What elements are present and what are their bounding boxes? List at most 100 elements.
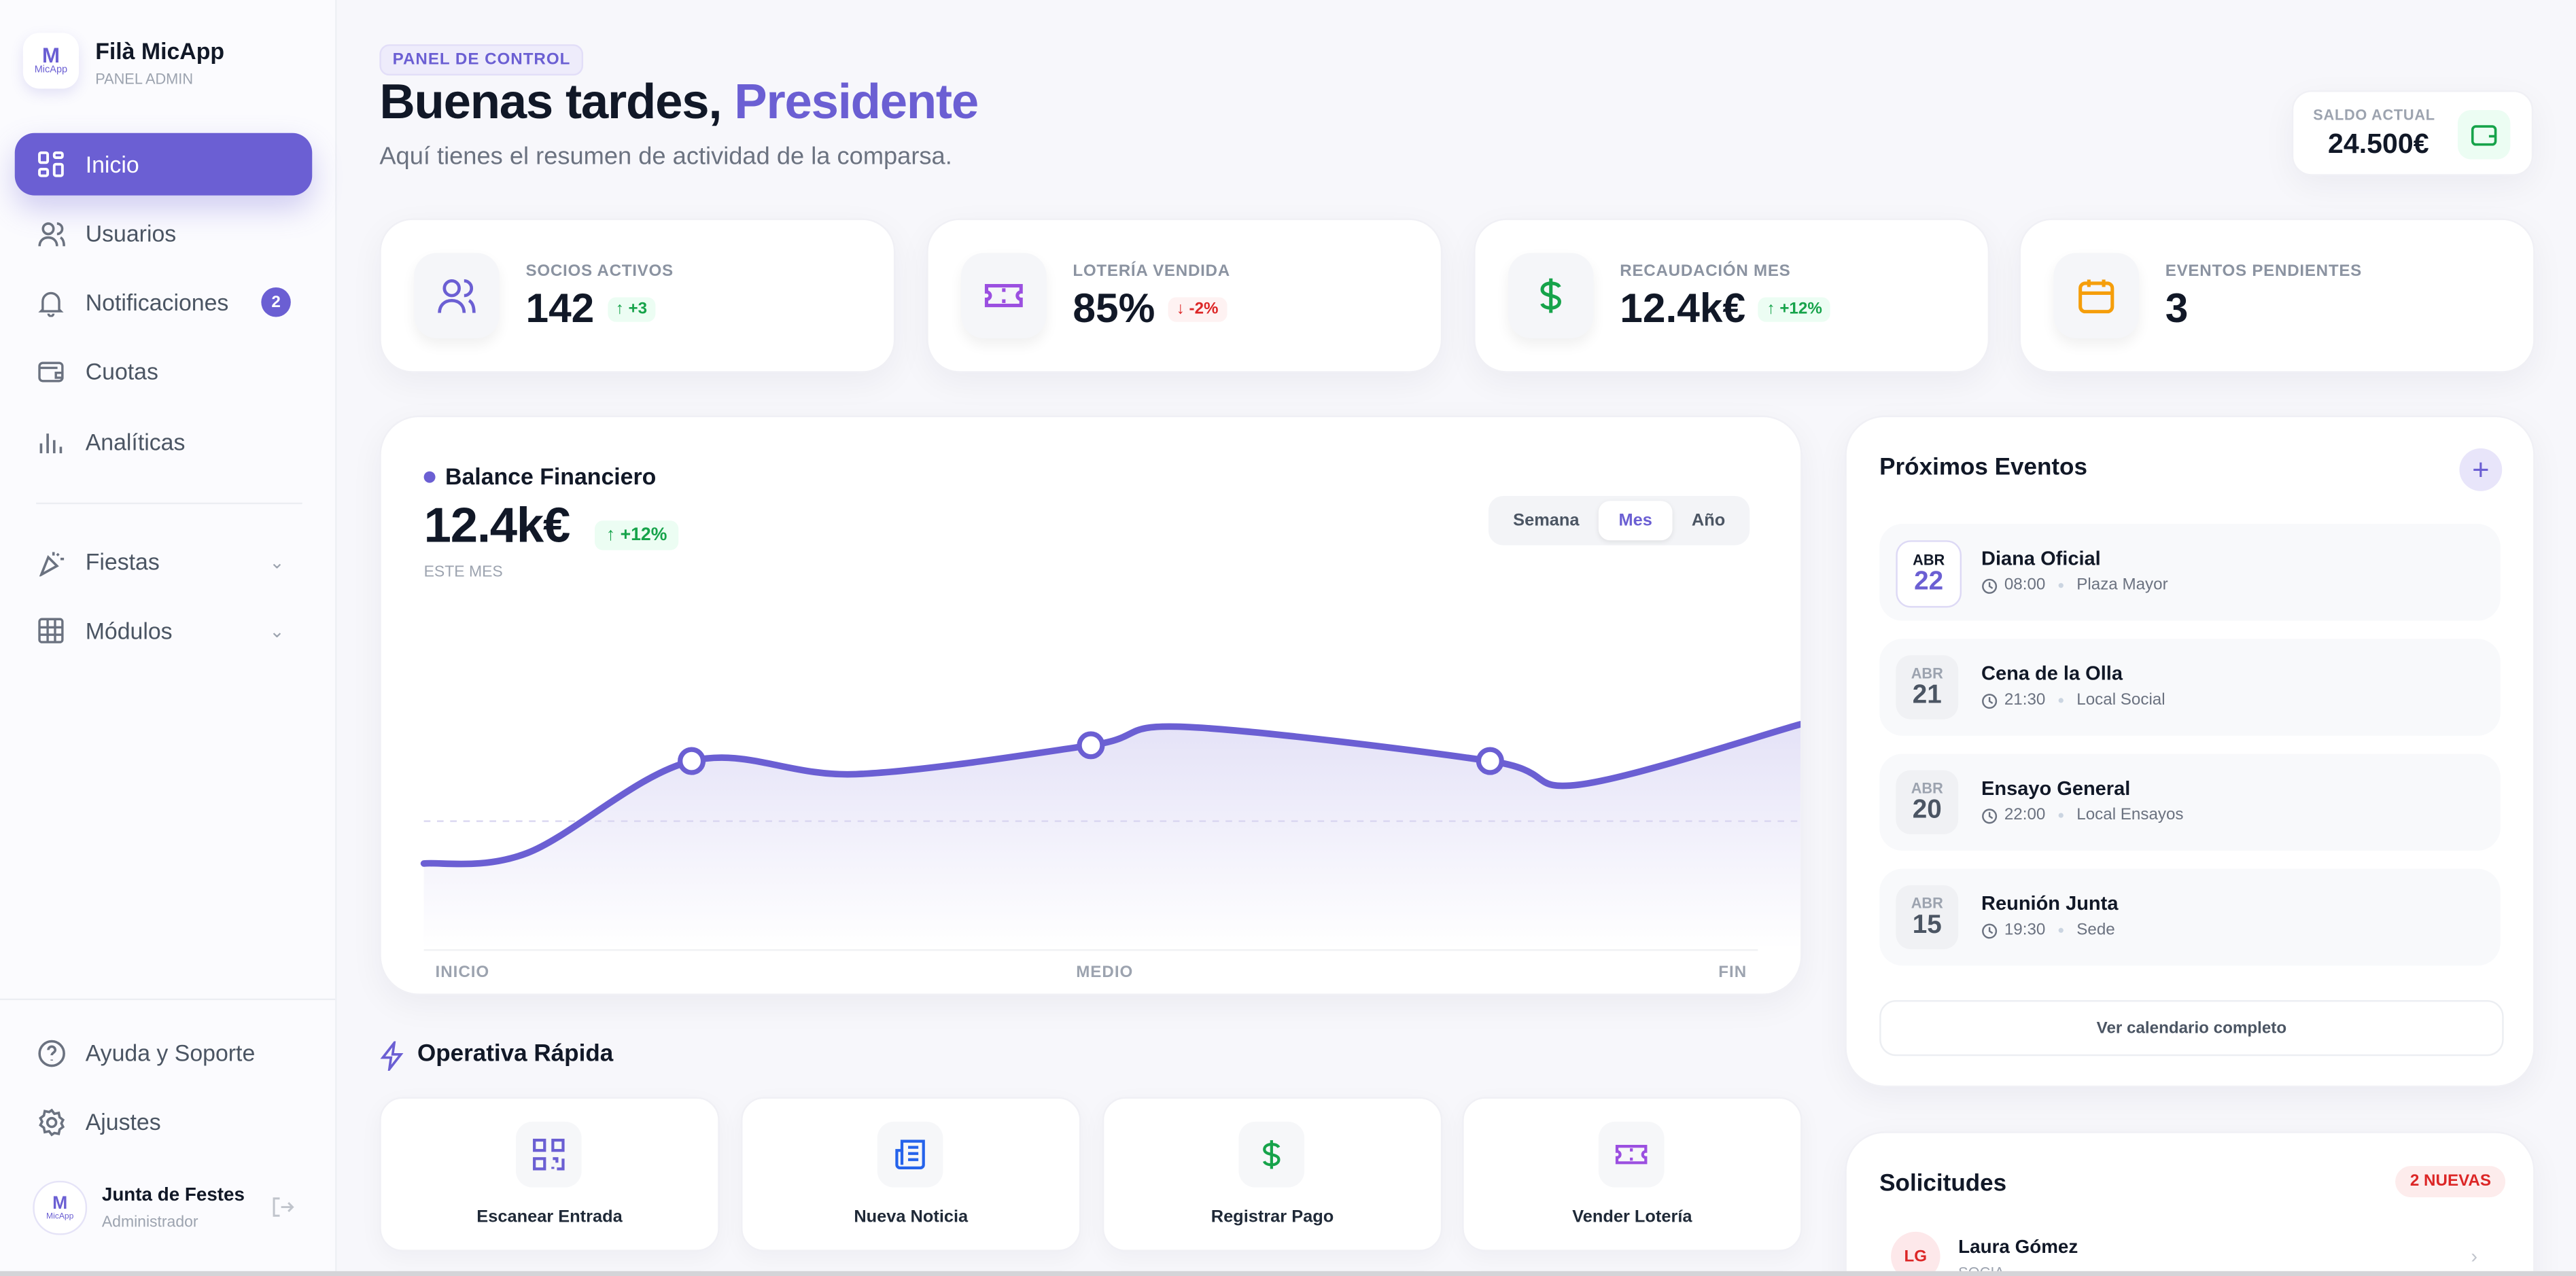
event-meta: 19:30 Sede [1981,921,2115,940]
quick-action-button[interactable]: Nueva Noticia [741,1097,1081,1252]
user-name: Junta de Festes [101,1186,245,1206]
chart-series-line [420,721,1801,868]
sidebar-item-cuotas[interactable]: Cuotas [15,340,312,402]
stat-delta: ↑ +12% [1758,297,1830,322]
x-label-start: INICIO [435,963,490,982]
period-tabs: Semana Mes Año [1488,495,1750,546]
bell-icon [36,287,66,317]
stat-delta: ↓ -2% [1168,297,1227,322]
event-item[interactable]: ABR 15 Reunión Junta 19:30 Sede [1879,868,2501,966]
balance-line-chart [420,721,1801,950]
event-meta: 22:00 Local Ensayos [1981,807,2184,824]
balance-chart-card: Balance Financiero 12.4k€ ↑ +12% ESTE ME… [379,415,1803,995]
event-item[interactable]: ABR 22 Diana Oficial 08:00 Plaza Mayor [1879,524,2501,621]
page-subtitle: Aquí tienes el resumen de actividad de l… [379,143,952,171]
app-subtitle: PANEL ADMIN [95,70,194,88]
chart-baseline [423,949,1758,951]
tab-mes[interactable]: Mes [1599,501,1672,541]
stat-label: RECAUDACIÓN MES [1620,262,1791,281]
sidebar-item-ayuda[interactable]: Ayuda y Soporte [15,1021,312,1084]
event-title: Reunión Junta [1981,891,2119,915]
dashboard-icon [36,149,66,179]
event-date: ABR 21 [1896,655,1959,720]
event-title: Cena de la Olla [1981,662,2123,685]
balance-box: SALDO ACTUAL 24.500€ [2291,90,2534,176]
chart-point[interactable] [1476,747,1504,775]
plus-icon: + [2472,452,2490,486]
sidebar-item-label: Fiestas [85,548,160,575]
chart-point[interactable] [1077,731,1105,760]
chart-area [423,724,1801,950]
page-title: Buenas tardes, Presidente [379,75,979,130]
event-item[interactable]: ABR 20 Ensayo General 22:00 Local Ensayos [1879,754,2501,851]
stat-card: SOCIOS ACTIVOS 142 ↑ +3 [379,218,896,373]
sidebar-item-ajustes[interactable]: Ajustes [15,1091,312,1153]
requests-card: Solicitudes 2 NUEVAS LG Laura Gómez SOCI… [1845,1131,2535,1276]
sidebar-item-inicio[interactable]: Inicio [14,132,313,196]
add-event-button[interactable]: + [2459,448,2503,491]
chart-point[interactable] [678,747,706,775]
stat-value: 3 [2165,285,2189,332]
notification-count-badge: 2 [261,287,291,317]
event-date: ABR 22 [1896,540,1962,608]
quick-action-button[interactable]: Registrar Pago [1102,1097,1443,1252]
balance-value: 24.500€ [2328,128,2429,160]
window-bottom-edge [0,1271,2576,1276]
sidebar-item-notificaciones[interactable]: Notificaciones 2 [15,271,312,334]
stat-delta: ↑ +3 [607,297,656,322]
sidebar: M MicApp Filà MicApp PANEL ADMIN Inicio U… [0,0,337,1276]
quick-action-button[interactable]: Escanear Entrada [379,1097,720,1252]
chart-delta: ↑ +12% [594,520,679,550]
chart-dot-icon [423,471,436,483]
party-icon [36,547,66,577]
chevron-down-icon: ⌄ [269,621,285,641]
sidebar-divider [0,998,336,1001]
event-date: ABR 15 [1896,885,1959,950]
event-date: ABR 20 [1896,770,1959,834]
stat-label: EVENTOS PENDIENTES [2165,262,2363,281]
sidebar-item-analiticas[interactable]: Analíticas [15,410,312,473]
avatar[interactable]: M MicApp [33,1180,88,1235]
clock-icon [1982,692,1998,708]
sidebar-group-modulos[interactable]: Módulos ⌄ [15,599,312,662]
quick-action-label: Vender Lotería [1572,1207,1692,1227]
sidebar-item-label: Ajustes [85,1108,161,1135]
clock-icon [1982,923,1998,938]
sidebar-item-label: Módulos [85,617,173,644]
tab-semana[interactable]: Semana [1513,510,1580,531]
clock-icon [1982,808,1998,823]
stat-card: LOTERÍA VENDIDA 85% ↓ -2% [926,218,1443,373]
sidebar-item-label: Inicio [85,151,139,178]
stat-label: LOTERÍA VENDIDA [1073,262,1230,281]
stat-card: EVENTOS PENDIENTES 3 [2019,218,2535,373]
event-item[interactable]: ABR 21 Cena de la Olla 21:30 Local Social [1879,639,2501,736]
dollar-icon [1238,1121,1305,1188]
chart-period: ESTE MES [423,563,503,582]
wallet-icon [36,357,66,387]
quick-action-label: Registrar Pago [1211,1207,1334,1227]
app-name: Filà MicApp [95,37,225,65]
quick-action-button[interactable]: Vender Lotería [1462,1097,1803,1252]
x-label-mid: MEDIO [1076,963,1134,982]
stat-value: 85% ↓ -2% [1073,286,1227,334]
tab-ano[interactable]: Año [1691,510,1726,531]
ticket-icon [961,253,1047,338]
bolt-icon [379,1038,406,1079]
sidebar-item-label: Notificaciones [85,289,229,316]
request-name[interactable]: Laura Gómez [1958,1238,2078,1258]
chart-value: 12.4k€ [423,499,571,554]
sidebar-item-label: Analíticas [85,428,186,455]
logout-icon[interactable] [271,1196,294,1227]
qr-code-icon [515,1121,582,1188]
event-title: Ensayo General [1981,777,2131,800]
view-calendar-button[interactable]: Ver calendario completo [1879,1000,2504,1057]
events-title: Próximos Eventos [1879,455,2087,482]
stat-value: 142 ↑ +3 [525,286,656,334]
sidebar-item-usuarios[interactable]: Usuarios [15,202,312,264]
calendar-icon [2053,253,2140,338]
chevron-right-icon[interactable]: › [2471,1245,2477,1269]
newspaper-icon [877,1121,943,1188]
sidebar-group-fiestas[interactable]: Fiestas ⌄ [15,531,312,593]
new-requests-badge: 2 NUEVAS [2395,1166,2506,1198]
chart-title: Balance Financiero [445,463,657,490]
